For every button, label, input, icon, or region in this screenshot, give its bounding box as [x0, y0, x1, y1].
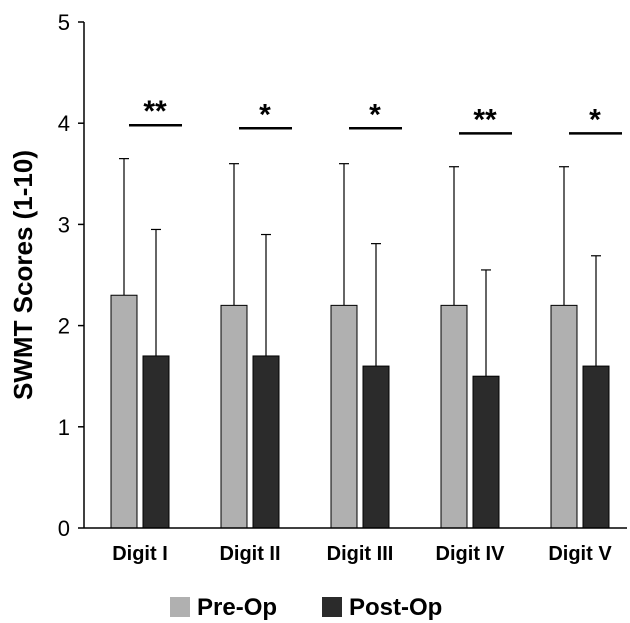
- significance-label: **: [473, 103, 497, 136]
- legend: Pre-Op Post-Op: [170, 594, 442, 621]
- bar-post-op-4: [472, 375, 500, 529]
- y-tick-label: 1: [58, 415, 70, 440]
- y-axis-ticks: 0 1 2 3 4 5: [58, 10, 84, 541]
- legend-swatch-pre-op: [170, 597, 190, 617]
- bar-pre-op-2: [220, 304, 248, 529]
- bar-pre-op-1: [110, 294, 138, 529]
- legend-swatch-post-op: [322, 597, 342, 617]
- y-tick-label: 3: [58, 212, 70, 237]
- significance-label: *: [259, 98, 271, 131]
- significance-markers: ** * * ** *: [129, 95, 622, 136]
- bar-post-op-5: [582, 365, 610, 529]
- y-tick-label: 0: [58, 516, 70, 541]
- y-axis-label: SWMT Scores (1-10): [8, 150, 38, 400]
- x-category-label: Digit I: [112, 543, 168, 565]
- bar-post-op-3: [362, 365, 390, 529]
- y-tick-label: 4: [58, 111, 70, 136]
- error-bars: [119, 158, 601, 377]
- x-axis-categories: Digit I Digit II Digit III Digit IV Digit V: [112, 543, 612, 565]
- legend-label-post-op: Post-Op: [349, 594, 442, 621]
- bar-pre-op-3: [330, 304, 358, 529]
- x-category-label: Digit III: [327, 543, 394, 565]
- bar-post-op-2: [252, 355, 280, 529]
- significance-label: *: [369, 98, 381, 131]
- bars: [110, 294, 610, 529]
- bar-pre-op-4: [440, 304, 468, 529]
- y-tick-label: 2: [58, 314, 70, 339]
- significance-label: *: [589, 103, 601, 136]
- x-category-label: Digit V: [548, 543, 612, 565]
- y-tick-label: 5: [58, 10, 70, 35]
- x-category-label: Digit II: [219, 543, 280, 565]
- bar-pre-op-5: [550, 304, 578, 529]
- bar-post-op-1: [142, 355, 170, 529]
- legend-label-pre-op: Pre-Op: [197, 594, 277, 621]
- significance-label: **: [143, 95, 167, 128]
- x-category-label: Digit IV: [436, 543, 506, 565]
